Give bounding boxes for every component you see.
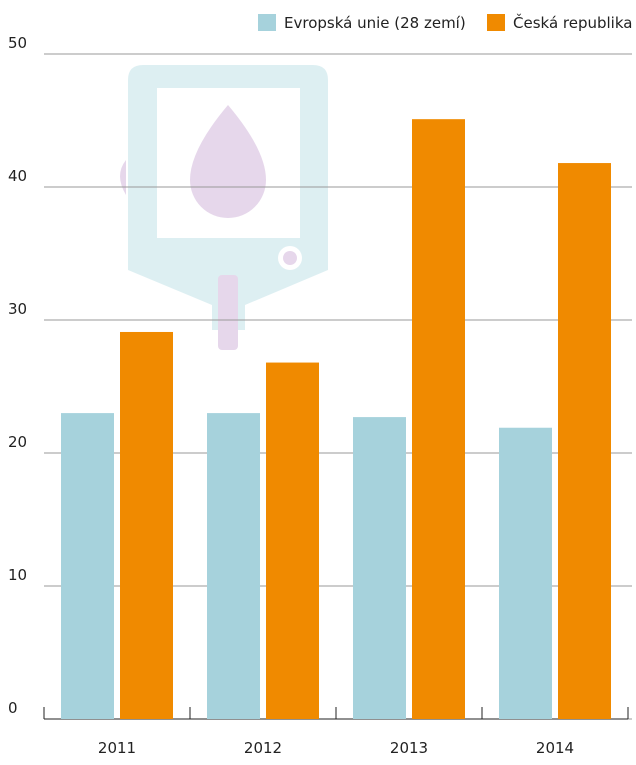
x-tick-label: 2014	[536, 739, 574, 757]
y-tick-label: 10	[8, 566, 27, 584]
legend-swatch	[258, 14, 276, 31]
y-tick-label: 0	[8, 699, 18, 717]
legend-swatch	[487, 14, 505, 31]
bar	[61, 413, 114, 719]
bar	[120, 331, 173, 719]
bar	[207, 413, 260, 719]
legend-label: Evropská unie (28 zemí)	[284, 14, 466, 32]
y-tick-label: 50	[8, 34, 27, 52]
x-tick-label: 2012	[244, 739, 282, 757]
x-tick-label: 2011	[98, 739, 136, 757]
y-tick-label: 40	[8, 167, 27, 185]
bar	[412, 119, 465, 720]
legend-label: Česká republika	[513, 13, 632, 32]
bar	[558, 163, 611, 719]
bar	[266, 362, 319, 719]
x-tick-label: 2013	[390, 739, 428, 757]
bar	[499, 427, 552, 719]
bar	[353, 417, 406, 719]
y-tick-label: 20	[8, 433, 27, 451]
watermark-icon	[120, 65, 328, 350]
y-tick-label: 30	[8, 300, 27, 318]
